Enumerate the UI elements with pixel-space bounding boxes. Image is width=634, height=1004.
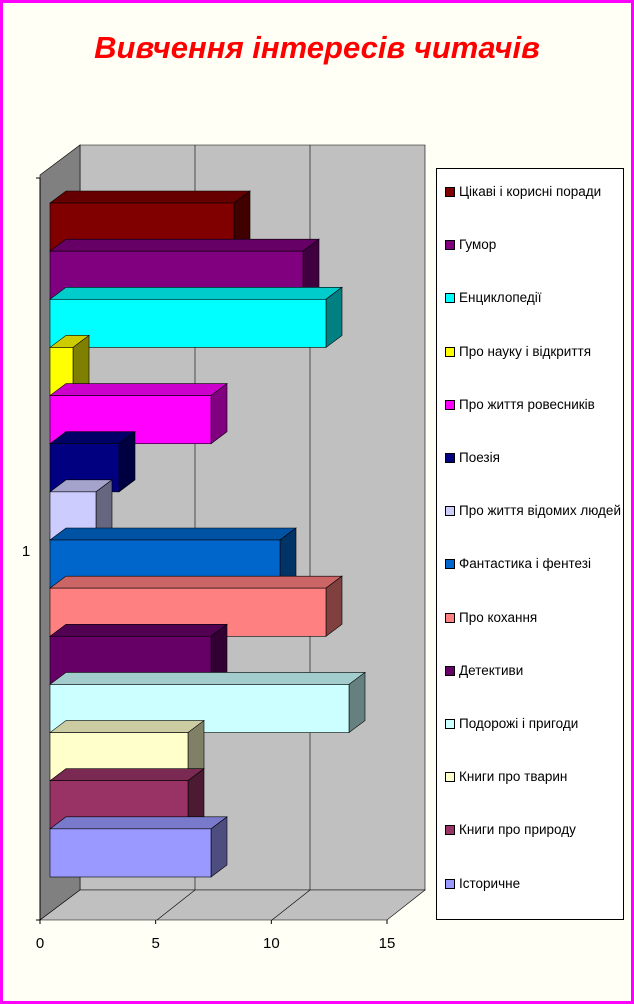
- legend-item: Гумор: [445, 236, 621, 254]
- x-tick-label: 10: [263, 935, 280, 952]
- bar-top: [49, 286, 343, 300]
- legend-label: Детективи: [459, 662, 524, 678]
- legend-label: Гумор: [459, 237, 497, 253]
- legend-label: Книги про природу: [459, 822, 576, 838]
- floor-gridline: [271, 889, 311, 921]
- legend-label: Фантастика і фентезі: [459, 556, 591, 572]
- x-tick-label: 5: [151, 935, 159, 952]
- legend-item: Фантастика і фентезі: [445, 555, 621, 573]
- legend-swatch: [445, 240, 455, 251]
- legend-item: Про життя ровесників: [445, 396, 621, 414]
- bar-top: [49, 527, 297, 541]
- bar-top: [49, 816, 228, 830]
- chart-title: Вивчення інтересів читачів: [94, 30, 540, 65]
- legend-item: Детективи: [445, 662, 621, 680]
- bar: [49, 286, 343, 349]
- legend-item: Енциклопедії: [445, 289, 621, 307]
- legend-swatch: [445, 665, 455, 676]
- bar-top: [49, 383, 228, 396]
- legend-item: Історичне: [445, 875, 621, 893]
- legend: Цікаві і корисні поради Гумор Енциклопедії…: [436, 168, 624, 920]
- legend-swatch: [445, 506, 455, 517]
- legend-swatch: [445, 878, 455, 889]
- floor-gridline: [156, 889, 196, 921]
- bar-top: [49, 623, 228, 637]
- legend-swatch: [445, 612, 455, 623]
- bar-front: [49, 828, 212, 878]
- legend-label: Цікаві і корисні поради: [459, 184, 602, 199]
- legend-item: Про науку і відкриття: [445, 343, 621, 361]
- legend-swatch: [445, 719, 455, 729]
- legend-swatch: [445, 825, 455, 836]
- legend-swatch: [445, 293, 455, 304]
- legend-label: Книги про тварин: [459, 769, 568, 785]
- legend-item: Поезія: [445, 449, 621, 467]
- bar-top: [49, 768, 205, 782]
- legend-swatch: [445, 772, 455, 783]
- legend-label: Поезія: [459, 450, 500, 465]
- legend-item: Книги про природу: [445, 821, 621, 839]
- legend-label: Про кохання: [459, 609, 538, 625]
- bar: [49, 816, 228, 878]
- legend-label: Про життя відомих людей: [459, 503, 621, 519]
- legend-swatch: [445, 559, 455, 570]
- bar-front: [49, 298, 327, 348]
- bar-top: [49, 672, 366, 685]
- legend-item: Подорожі і пригоди: [445, 715, 621, 733]
- category-label: 1: [22, 543, 30, 560]
- legend-item: Книги про тварин: [445, 768, 621, 786]
- legend-label: Енциклопедії: [459, 290, 542, 306]
- floor: [39, 889, 426, 921]
- legend-label: Історичне: [459, 875, 521, 891]
- x-tick-label: 0: [36, 935, 44, 952]
- legend-swatch: [445, 453, 455, 463]
- legend-label: Про життя ровесників: [459, 396, 595, 412]
- bar-top: [49, 190, 251, 204]
- bar-top: [49, 720, 205, 733]
- bar-top: [49, 238, 320, 252]
- legend-item: Про життя відомих людей: [445, 502, 621, 520]
- legend-swatch: [445, 346, 455, 357]
- x-tick-label: 15: [379, 935, 396, 952]
- legend-item: Цікаві і корисні поради: [445, 183, 621, 201]
- legend-item: Про кохання: [445, 609, 621, 627]
- legend-swatch: [445, 187, 455, 197]
- bar-top: [49, 575, 343, 589]
- legend-label: Подорожі і пригоди: [459, 716, 579, 731]
- legend-label: Про науку і відкриття: [459, 343, 592, 359]
- legend-swatch: [445, 399, 455, 410]
- bar: [49, 334, 90, 397]
